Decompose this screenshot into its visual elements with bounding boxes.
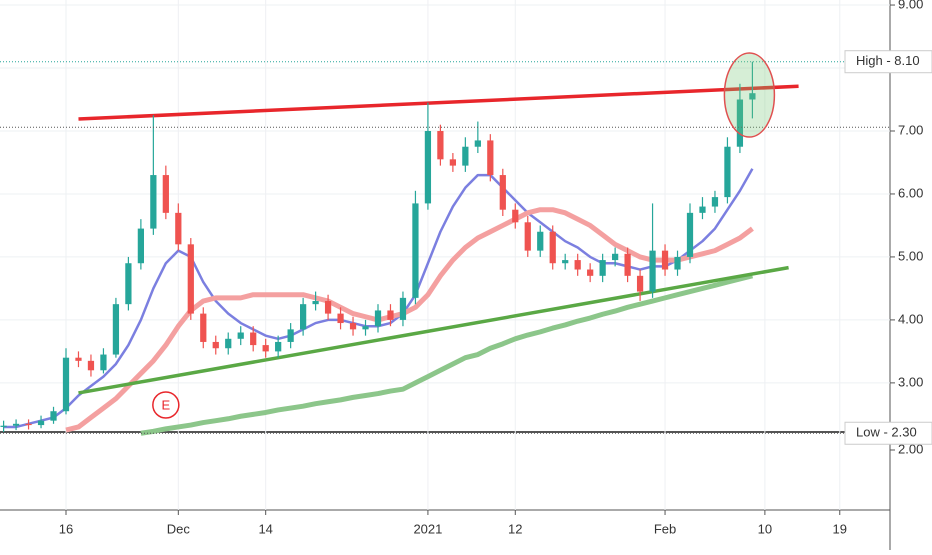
trendline — [78, 84, 799, 121]
candle-body — [399, 297, 407, 320]
candle-body — [612, 253, 619, 261]
price-label-box — [844, 50, 932, 74]
candle-body — [574, 260, 581, 270]
candle-body — [462, 146, 469, 166]
candle-body — [686, 212, 694, 257]
candle-body — [487, 140, 494, 176]
moving-average — [140, 273, 754, 436]
candle-body — [62, 357, 70, 412]
candle-body — [237, 332, 244, 339]
y-tick-label: 4.00 — [898, 311, 923, 326]
x-tick-label: 14 — [258, 521, 272, 536]
candle-body — [37, 420, 45, 426]
candle-body — [275, 341, 282, 352]
candle-body — [624, 253, 631, 276]
candle-body — [562, 260, 569, 264]
candle-body — [12, 423, 20, 426]
candle-body — [374, 310, 382, 327]
candle-body — [312, 301, 319, 305]
candle-body — [162, 175, 169, 213]
candle-body — [449, 159, 456, 166]
candle-body — [175, 212, 182, 245]
candle-body — [100, 354, 107, 371]
price-label-box — [844, 421, 932, 445]
candle-body — [250, 332, 257, 346]
candle-body — [212, 341, 219, 349]
x-tick-label: 16 — [59, 521, 73, 536]
y-tick-label: 6.00 — [898, 185, 923, 200]
price-label: High - 8.10 — [856, 53, 920, 68]
candle-body — [362, 326, 369, 330]
event-marker — [152, 391, 180, 419]
x-tick-label: 10 — [758, 521, 772, 536]
candle-body — [287, 329, 294, 342]
candle-body — [137, 228, 144, 264]
candle-body — [674, 256, 681, 270]
x-tick-label: Dec — [167, 521, 191, 536]
candle-body — [512, 209, 519, 223]
candle-body — [649, 250, 656, 292]
candle-body — [50, 411, 57, 421]
x-tick-label: 19 — [833, 521, 847, 536]
candle-body — [599, 260, 606, 276]
x-tick-label: 2021 — [413, 521, 442, 536]
highlight-circle — [723, 52, 776, 138]
candle-body — [736, 99, 744, 147]
candle-body — [499, 175, 506, 210]
lower-pane-tick-label: 2.00 — [898, 441, 923, 456]
candle-body — [549, 231, 556, 264]
x-tick-label: Feb — [654, 521, 676, 536]
x-tick-label: 12 — [508, 521, 522, 536]
moving-average — [65, 207, 754, 433]
candle-body — [262, 345, 269, 352]
candle-body — [437, 130, 444, 160]
candle-body — [349, 323, 357, 330]
candle-body — [337, 313, 344, 324]
y-tick-label: 7.00 — [898, 122, 923, 137]
y-tick-label: 5.00 — [898, 248, 923, 263]
candle-body — [424, 130, 432, 204]
candle-body — [537, 231, 544, 251]
y-tick-label: 3.00 — [898, 374, 923, 389]
candle-body — [524, 222, 531, 251]
candle-body — [699, 206, 706, 213]
candle-body — [225, 338, 232, 349]
price-label: Low - 2.30 — [856, 425, 917, 440]
candle-body — [412, 203, 419, 298]
candle-body — [587, 269, 594, 276]
candle-body — [636, 275, 644, 292]
candle-body — [200, 313, 207, 342]
candle-body — [324, 301, 332, 314]
candle-body — [112, 304, 120, 355]
grid-layer — [0, 0, 890, 510]
candle-body — [300, 304, 307, 330]
candle-body — [724, 146, 731, 198]
candle-body — [387, 310, 394, 320]
candle-body — [749, 93, 756, 100]
y-tick-label: 9.00 — [898, 0, 923, 11]
candle-body — [0, 425, 7, 427]
candle-body — [474, 140, 481, 147]
candle-body — [150, 175, 157, 229]
event-label: E — [162, 397, 171, 412]
candle-body — [661, 250, 669, 270]
candle-body — [25, 423, 32, 426]
candle-body — [87, 360, 95, 371]
candle-body — [125, 263, 132, 305]
candle-body — [75, 357, 82, 361]
trendline — [78, 265, 789, 395]
candle-body — [187, 244, 194, 314]
candle-body — [711, 197, 719, 207]
